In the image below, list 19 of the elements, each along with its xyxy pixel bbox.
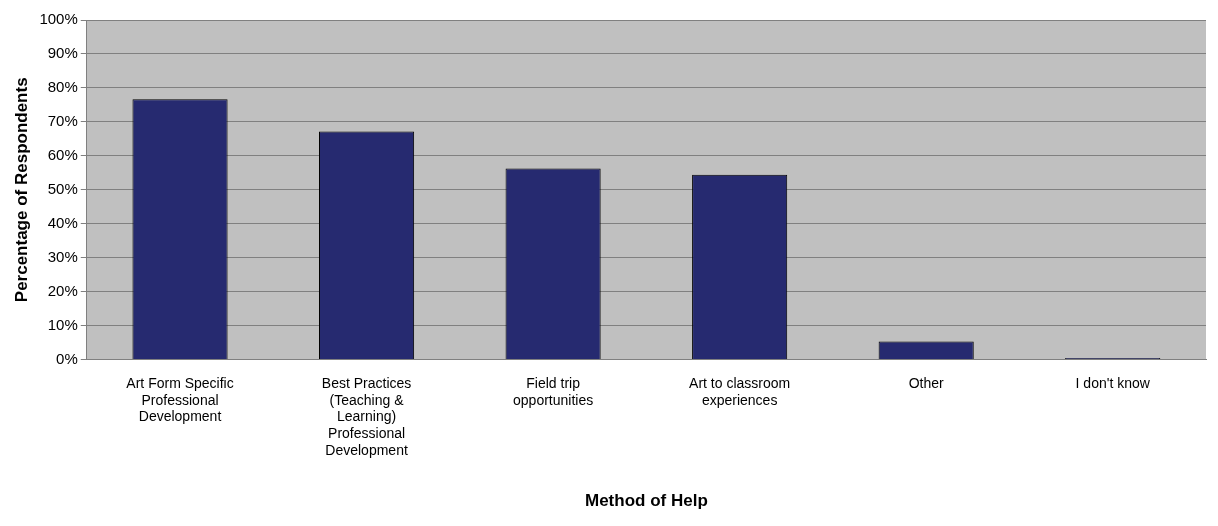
x-tick-label: Art to classroom experiences	[689, 374, 791, 408]
y-tick-label: 0%	[56, 349, 78, 367]
y-tick-label: 40%	[47, 213, 78, 231]
y-tick-label: 80%	[47, 78, 78, 96]
y-tick-label: 20%	[47, 281, 78, 299]
x-tick-label: Other	[908, 374, 945, 391]
x-tick-label: Best Practices (Teaching & Learning) Professional Development	[321, 374, 412, 459]
y-tick-label: 100%	[39, 10, 78, 28]
x-tick-label: Art Form Specific Professional Development	[126, 374, 234, 425]
y-tick-label: 30%	[47, 247, 78, 265]
y-tick-label: 90%	[47, 44, 78, 62]
y-tick-label: 70%	[47, 112, 78, 130]
x-tick-label: Field trip opportunities	[513, 374, 594, 408]
x-tick-label: I don't know	[1075, 374, 1151, 391]
x-axis-title: Method of Help	[585, 491, 708, 511]
y-tick-label: 50%	[47, 179, 78, 197]
y-axis-title: Percentage of Respondents	[11, 77, 31, 303]
y-tick-label: 60%	[47, 145, 78, 163]
y-tick-label: 10%	[47, 315, 78, 333]
